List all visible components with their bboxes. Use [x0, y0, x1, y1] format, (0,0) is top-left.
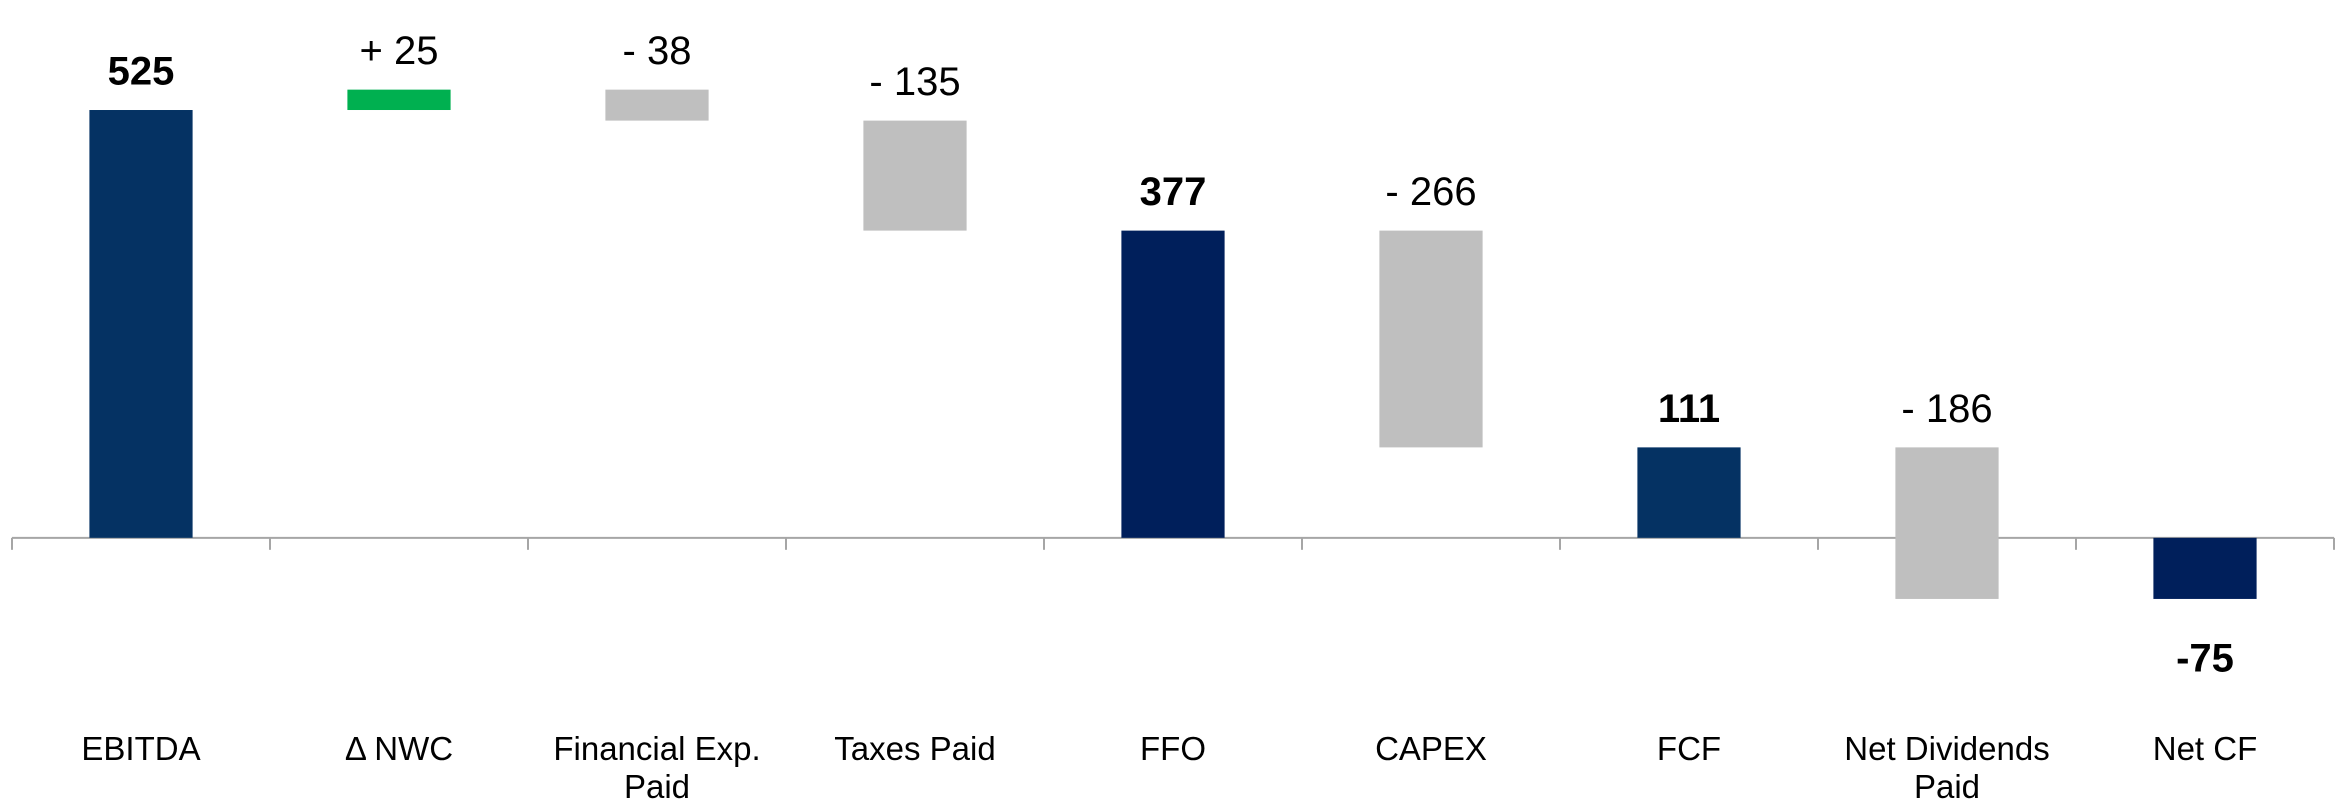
value-label: 377 — [1140, 170, 1207, 214]
category-label: Taxes Paid — [834, 730, 996, 767]
category-label: Net Dividends Paid — [1844, 730, 2050, 805]
category-label: FCF — [1656, 730, 1722, 767]
bar — [605, 89, 709, 121]
value-label: - 186 — [1901, 387, 1992, 431]
category-label: FFO — [1140, 730, 1206, 767]
bar — [1121, 230, 1225, 538]
category-label: EBITDA — [81, 730, 201, 767]
value-label: - 266 — [1385, 170, 1476, 214]
category-label: Financial Exp. Paid — [553, 730, 761, 805]
bar — [347, 89, 451, 111]
value-label: - 135 — [869, 60, 960, 104]
bar — [863, 120, 967, 231]
category-label: Net CF — [2152, 730, 2258, 767]
bar — [2153, 537, 2257, 599]
value-label: 525 — [108, 50, 175, 94]
category-label: Δ NWC — [344, 730, 454, 767]
value-label: + 25 — [360, 29, 439, 73]
bar — [1637, 447, 1741, 538]
value-label: - 38 — [623, 29, 692, 73]
value-label: 111 — [1658, 387, 1720, 431]
value-label: -75 — [2176, 637, 2234, 681]
bar — [1379, 230, 1483, 448]
category-label: CAPEX — [1375, 730, 1487, 767]
bar — [89, 110, 193, 538]
bar — [1895, 447, 1999, 599]
